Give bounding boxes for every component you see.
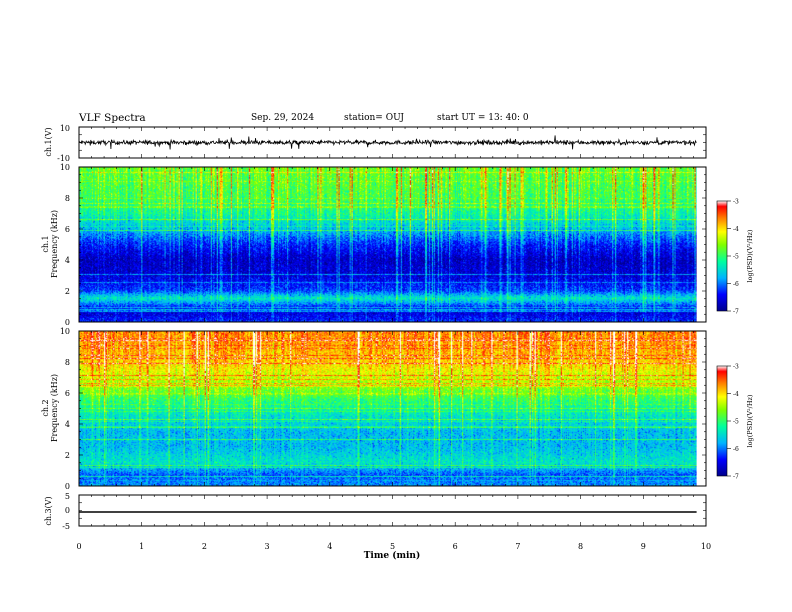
x-tick-label: 5 <box>390 542 395 551</box>
ch1-freq-tick: 2 <box>65 287 70 296</box>
colorbar-tick-label: -6 <box>733 446 739 453</box>
x-tick-label: 4 <box>327 542 332 551</box>
ch2-freq-tick: 8 <box>65 358 70 367</box>
ch2-spectrogram-image <box>79 331 697 486</box>
ch1-freq-tick: 4 <box>65 256 70 265</box>
ch2-freq-tick: 10 <box>60 327 70 336</box>
figure-title: VLF Spectra <box>79 112 146 124</box>
colorbar-tick-label: -5 <box>733 254 739 261</box>
date-label: Sep. 29, 2024 <box>251 113 315 123</box>
ch1-spectrogram-ylabel: ch.1Frequency (kHz) <box>41 210 59 278</box>
x-tick-label: 7 <box>515 542 520 551</box>
ch1-colorbar-label: log(PSD)(V²/Hz) <box>746 229 754 282</box>
ch2-freq-tick: 4 <box>65 420 70 429</box>
ch1-ytick-bottom: -10 <box>57 154 70 163</box>
colorbar-tick-label: -7 <box>733 474 739 481</box>
ch2-spectrogram-yticks: 10 8 6 4 2 0 <box>60 327 70 491</box>
x-tick-label: 3 <box>265 542 270 551</box>
x-tick-labels: 0 1 2 3 4 5 6 7 8 9 10 <box>76 542 711 551</box>
ch2-freq-tick: 2 <box>65 451 70 460</box>
ch3-waveform-ylabel: ch.3(V) <box>44 496 53 525</box>
axis-ticks <box>78 126 707 527</box>
colorbar-tick-label: -5 <box>733 419 739 426</box>
x-tick-label: 0 <box>76 542 81 551</box>
x-tick-label: 8 <box>578 542 583 551</box>
x-tick-label: 9 <box>641 542 646 551</box>
ch3-ytick-top: 5 <box>65 492 70 501</box>
colorbar-tick-label: -3 <box>733 199 739 206</box>
ch1-colorbar: -3 -4 -5 -6 -7 log(PSD)(V²/Hz) <box>716 199 754 316</box>
x-axis-label: Time (min) <box>364 550 421 561</box>
ch1-spectrogram-yticks: 10 8 6 4 2 0 <box>60 163 70 327</box>
ch2-freq-tick: 0 <box>65 482 70 491</box>
x-tick-label: 2 <box>202 542 207 551</box>
colorbar-tick-label: -7 <box>733 309 739 316</box>
ch1-spectrogram-image <box>79 167 697 322</box>
ch3-waveform-frame <box>78 494 707 527</box>
ch1-ytick-top: 10 <box>60 124 70 133</box>
colorbar-tick-label: -6 <box>733 281 739 288</box>
start-time-label: start UT = 13: 40: 0 <box>437 113 529 123</box>
colorbar-tick-label: -3 <box>733 364 739 371</box>
station-label: station= OUJ <box>344 113 405 123</box>
x-tick-label: 10 <box>701 542 711 551</box>
ch3-ytick-mid: 0 <box>65 506 70 515</box>
ch1-freq-tick: 6 <box>65 225 70 234</box>
ch2-spectrogram-ylabel: ch.2Frequency (kHz) <box>41 374 59 442</box>
ch1-freq-tick: 8 <box>65 194 70 203</box>
ch1-freq-tick: 0 <box>65 318 70 327</box>
ch2-colorbar-label: log(PSD)(V²/Hz) <box>746 394 754 447</box>
ch1-waveform-trace <box>78 135 697 150</box>
ch1-freq-tick: 10 <box>60 163 70 172</box>
colorbar-tick-label: -4 <box>733 226 739 233</box>
x-tick-label: 1 <box>139 542 144 551</box>
ch2-colorbar-gradient <box>716 365 728 477</box>
ch2-colorbar: -3 -4 -5 -6 -7 log(PSD)(V²/Hz) <box>716 364 754 481</box>
ch3-ytick-bottom: -5 <box>62 522 70 531</box>
ch1-colorbar-gradient <box>716 200 728 312</box>
ch1-waveform-ylabel: ch.1(V) <box>44 127 53 156</box>
x-tick-label: 6 <box>453 542 458 551</box>
colorbar-tick-label: -4 <box>733 391 739 398</box>
ch2-freq-tick: 6 <box>65 389 70 398</box>
